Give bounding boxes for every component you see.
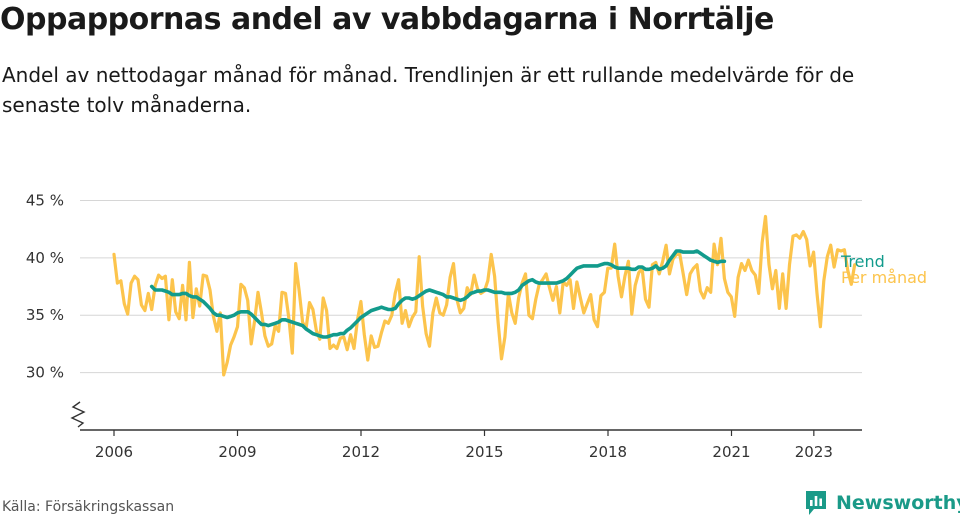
x-axis [70,401,862,431]
x-tick-label: 2018 [589,443,627,461]
x-tick-label: 2012 [342,443,380,461]
y-tick-label: 45 % [26,191,64,209]
brand-name: Newsworthy [836,492,960,514]
x-axis-ticks: 2006 2009 2012 2015 2018 2021 2023 [95,430,833,461]
legend-label-monthly: Per månad [841,268,927,287]
x-tick-label: 2015 [465,443,503,461]
trend-series-line [149,249,727,339]
x-tick-label: 2023 [795,443,833,461]
bar-chart-logo-icon [806,491,826,515]
source-note: Källa: Försäkringskassan [2,499,175,515]
x-tick-label: 2021 [712,443,750,461]
gridlines [80,199,862,374]
y-tick-label: 40 % [26,249,64,267]
axis-break-icon [70,401,86,428]
legend-label-trend: Trend [840,252,885,271]
chart-title: Oppappornas andel av vabbdagarna i Norrt… [0,2,774,37]
y-axis-ticks: 30 % 35 % 40 % 45 % [26,191,64,381]
chart-subtitle: Andel av nettodagar månad för månad. Tre… [2,63,855,117]
monthly-series-line [112,214,857,377]
series-lines [112,214,857,377]
x-tick-label: 2009 [218,443,256,461]
x-tick-label: 2006 [95,443,133,461]
newsworthy-logo: Newsworthy [804,489,960,517]
y-tick-label: 35 % [26,306,64,324]
y-tick-label: 30 % [26,364,64,382]
